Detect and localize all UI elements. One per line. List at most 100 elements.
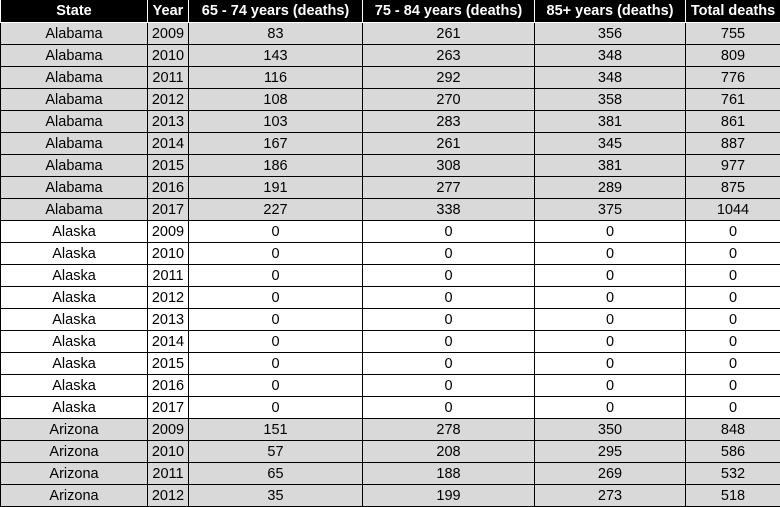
cell-75-84-deaths[interactable]: 0 bbox=[363, 221, 535, 243]
cell-total-deaths[interactable]: 0 bbox=[686, 243, 780, 265]
cell-75-84-deaths[interactable]: 270 bbox=[363, 89, 535, 111]
cell-65-74-deaths[interactable]: 0 bbox=[189, 243, 363, 265]
cell-total-deaths[interactable]: 776 bbox=[686, 67, 780, 89]
cell-year[interactable]: 2015 bbox=[148, 353, 189, 375]
cell-year[interactable]: 2014 bbox=[148, 133, 189, 155]
cell-75-84-deaths[interactable]: 0 bbox=[363, 375, 535, 397]
cell-total-deaths[interactable]: 875 bbox=[686, 177, 780, 199]
cell-75-84-deaths[interactable]: 0 bbox=[363, 265, 535, 287]
cell-total-deaths[interactable]: 861 bbox=[686, 111, 780, 133]
cell-total-deaths[interactable]: 0 bbox=[686, 221, 780, 243]
cell-total-deaths[interactable]: 1044 bbox=[686, 199, 780, 221]
cell-state[interactable]: Alaska bbox=[1, 331, 148, 353]
header-year[interactable]: Year bbox=[148, 0, 189, 23]
cell-state[interactable]: Alabama bbox=[1, 45, 148, 67]
cell-total-deaths[interactable]: 761 bbox=[686, 89, 780, 111]
cell-85-plus-deaths[interactable]: 273 bbox=[535, 485, 686, 507]
cell-65-74-deaths[interactable]: 151 bbox=[189, 419, 363, 441]
cell-state[interactable]: Alaska bbox=[1, 265, 148, 287]
cell-year[interactable]: 2010 bbox=[148, 243, 189, 265]
cell-year[interactable]: 2010 bbox=[148, 441, 189, 463]
cell-85-plus-deaths[interactable]: 0 bbox=[535, 375, 686, 397]
cell-total-deaths[interactable]: 0 bbox=[686, 375, 780, 397]
cell-85-plus-deaths[interactable]: 348 bbox=[535, 45, 686, 67]
cell-85-plus-deaths[interactable]: 289 bbox=[535, 177, 686, 199]
cell-total-deaths[interactable]: 755 bbox=[686, 23, 780, 45]
cell-state[interactable]: Alaska bbox=[1, 375, 148, 397]
cell-85-plus-deaths[interactable]: 0 bbox=[535, 221, 686, 243]
cell-65-74-deaths[interactable]: 0 bbox=[189, 353, 363, 375]
cell-75-84-deaths[interactable]: 292 bbox=[363, 67, 535, 89]
cell-85-plus-deaths[interactable]: 0 bbox=[535, 243, 686, 265]
cell-85-plus-deaths[interactable]: 0 bbox=[535, 265, 686, 287]
cell-75-84-deaths[interactable]: 199 bbox=[363, 485, 535, 507]
header-85-plus-deaths[interactable]: 85+ years (deaths) bbox=[535, 0, 686, 23]
cell-total-deaths[interactable]: 586 bbox=[686, 441, 780, 463]
cell-85-plus-deaths[interactable]: 381 bbox=[535, 155, 686, 177]
cell-65-74-deaths[interactable]: 83 bbox=[189, 23, 363, 45]
cell-total-deaths[interactable]: 977 bbox=[686, 155, 780, 177]
cell-year[interactable]: 2010 bbox=[148, 45, 189, 67]
cell-85-plus-deaths[interactable]: 375 bbox=[535, 199, 686, 221]
cell-state[interactable]: Alaska bbox=[1, 353, 148, 375]
cell-total-deaths[interactable]: 0 bbox=[686, 309, 780, 331]
cell-total-deaths[interactable]: 532 bbox=[686, 463, 780, 485]
cell-year[interactable]: 2011 bbox=[148, 67, 189, 89]
cell-75-84-deaths[interactable]: 338 bbox=[363, 199, 535, 221]
cell-year[interactable]: 2011 bbox=[148, 265, 189, 287]
cell-85-plus-deaths[interactable]: 350 bbox=[535, 419, 686, 441]
cell-state[interactable]: Alabama bbox=[1, 89, 148, 111]
cell-year[interactable]: 2015 bbox=[148, 155, 189, 177]
cell-75-84-deaths[interactable]: 0 bbox=[363, 309, 535, 331]
header-total-deaths[interactable]: Total deaths bbox=[686, 0, 780, 23]
cell-state[interactable]: Arizona bbox=[1, 441, 148, 463]
cell-85-plus-deaths[interactable]: 345 bbox=[535, 133, 686, 155]
cell-year[interactable]: 2016 bbox=[148, 375, 189, 397]
cell-state[interactable]: Alabama bbox=[1, 155, 148, 177]
cell-75-84-deaths[interactable]: 277 bbox=[363, 177, 535, 199]
cell-65-74-deaths[interactable]: 0 bbox=[189, 375, 363, 397]
cell-65-74-deaths[interactable]: 103 bbox=[189, 111, 363, 133]
cell-75-84-deaths[interactable]: 278 bbox=[363, 419, 535, 441]
cell-year[interactable]: 2016 bbox=[148, 177, 189, 199]
cell-year[interactable]: 2013 bbox=[148, 309, 189, 331]
cell-year[interactable]: 2017 bbox=[148, 397, 189, 419]
cell-year[interactable]: 2014 bbox=[148, 331, 189, 353]
cell-year[interactable]: 2009 bbox=[148, 221, 189, 243]
cell-year[interactable]: 2012 bbox=[148, 287, 189, 309]
cell-85-plus-deaths[interactable]: 0 bbox=[535, 309, 686, 331]
cell-85-plus-deaths[interactable]: 0 bbox=[535, 397, 686, 419]
cell-state[interactable]: Arizona bbox=[1, 463, 148, 485]
cell-total-deaths[interactable]: 0 bbox=[686, 265, 780, 287]
cell-state[interactable]: Alabama bbox=[1, 177, 148, 199]
cell-85-plus-deaths[interactable]: 269 bbox=[535, 463, 686, 485]
cell-total-deaths[interactable]: 809 bbox=[686, 45, 780, 67]
cell-total-deaths[interactable]: 0 bbox=[686, 287, 780, 309]
cell-state[interactable]: Alabama bbox=[1, 23, 148, 45]
cell-state[interactable]: Arizona bbox=[1, 485, 148, 507]
header-65-74-deaths[interactable]: 65 - 74 years (deaths) bbox=[189, 0, 363, 23]
cell-state[interactable]: Alaska bbox=[1, 397, 148, 419]
cell-65-74-deaths[interactable]: 0 bbox=[189, 287, 363, 309]
cell-65-74-deaths[interactable]: 0 bbox=[189, 265, 363, 287]
cell-75-84-deaths[interactable]: 0 bbox=[363, 331, 535, 353]
cell-65-74-deaths[interactable]: 57 bbox=[189, 441, 363, 463]
cell-65-74-deaths[interactable]: 0 bbox=[189, 309, 363, 331]
cell-year[interactable]: 2012 bbox=[148, 89, 189, 111]
cell-state[interactable]: Alaska bbox=[1, 309, 148, 331]
cell-85-plus-deaths[interactable]: 381 bbox=[535, 111, 686, 133]
cell-year[interactable]: 2011 bbox=[148, 463, 189, 485]
cell-75-84-deaths[interactable]: 0 bbox=[363, 287, 535, 309]
cell-total-deaths[interactable]: 887 bbox=[686, 133, 780, 155]
cell-state[interactable]: Alabama bbox=[1, 111, 148, 133]
cell-75-84-deaths[interactable]: 0 bbox=[363, 397, 535, 419]
cell-year[interactable]: 2009 bbox=[148, 419, 189, 441]
cell-state[interactable]: Arizona bbox=[1, 419, 148, 441]
cell-75-84-deaths[interactable]: 261 bbox=[363, 23, 535, 45]
cell-state[interactable]: Alabama bbox=[1, 67, 148, 89]
cell-total-deaths[interactable]: 518 bbox=[686, 485, 780, 507]
cell-65-74-deaths[interactable]: 143 bbox=[189, 45, 363, 67]
cell-85-plus-deaths[interactable]: 348 bbox=[535, 67, 686, 89]
cell-state[interactable]: Alaska bbox=[1, 287, 148, 309]
cell-state[interactable]: Alaska bbox=[1, 221, 148, 243]
